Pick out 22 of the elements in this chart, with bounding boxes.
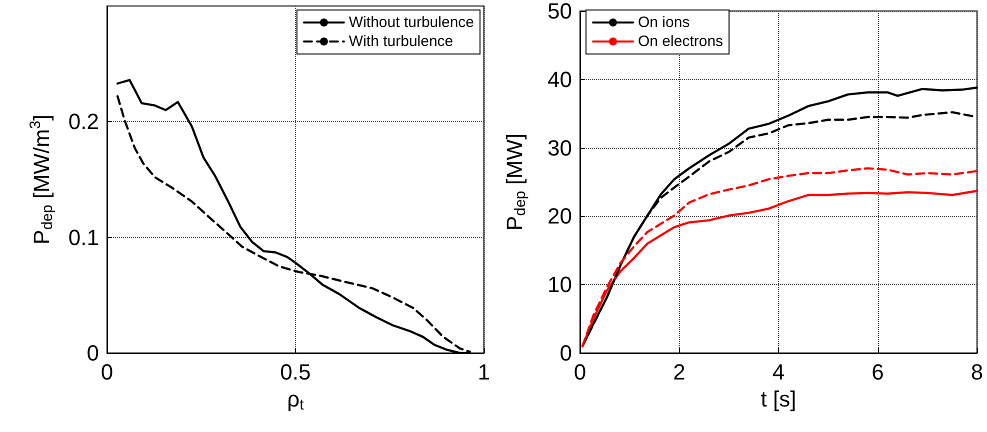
y-tick-label: 40 [548, 66, 572, 92]
legend-label: Without turbulence [348, 14, 474, 31]
y-tick-label: 10 [548, 272, 572, 298]
y-tick-label: 30 [548, 135, 572, 160]
x-tick-label: 8 [970, 360, 984, 384]
legend-label: On ions [638, 14, 690, 31]
x-tick-label: 6 [872, 360, 884, 384]
y-tick-label: 0.1 [68, 224, 99, 250]
legend-label: With turbulence [348, 33, 454, 50]
y-tick-label: 0 [560, 340, 572, 366]
x-tick-label: 1 [478, 360, 490, 384]
y-tick-label: 0.2 [68, 109, 99, 134]
legend-label: On electrons [638, 33, 724, 50]
y-tick-label: 20 [548, 204, 572, 229]
x-axis-title: t [s] [760, 386, 796, 412]
x-tick-label: 2 [673, 360, 686, 384]
y-tick-label: 50 [548, 0, 572, 24]
y-axis-title: Pdep [MW/m3] [27, 114, 56, 244]
x-tick-label: 4 [772, 360, 785, 384]
y-tick-label: 0 [86, 340, 99, 366]
x-tick-label: 0.5 [280, 360, 311, 384]
y-axis-title: Pdep [MW] [502, 133, 529, 231]
